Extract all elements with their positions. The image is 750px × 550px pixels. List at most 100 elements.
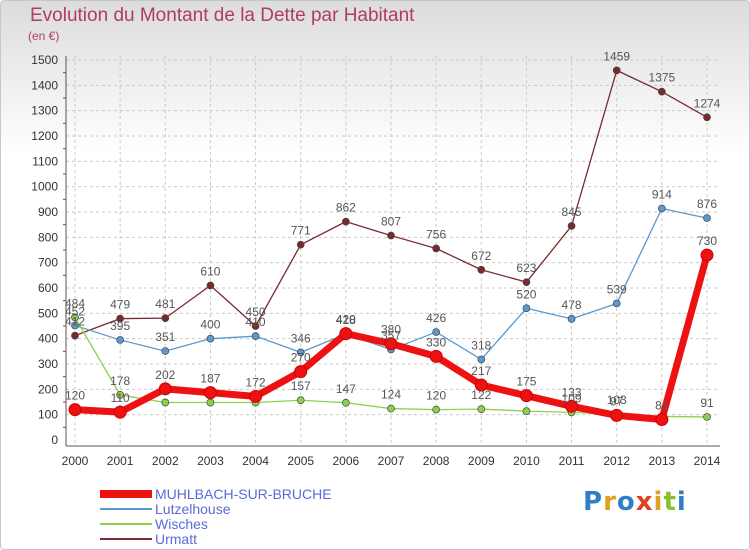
data-point xyxy=(68,403,82,417)
data-label: 418 xyxy=(336,313,356,327)
data-label: 81 xyxy=(655,398,669,412)
data-label: 318 xyxy=(471,338,491,352)
data-point xyxy=(116,336,124,344)
legend: MUHLBACH-SUR-BRUCHE Lutzelhouse Wisches Urm… xyxy=(100,486,332,547)
data-label: 346 xyxy=(291,331,311,345)
data-label: 124 xyxy=(381,388,401,402)
chart-title: Evolution du Montant de la Dette par Hab… xyxy=(30,5,415,26)
data-point xyxy=(339,327,353,341)
data-point xyxy=(296,240,305,249)
data-point xyxy=(567,222,576,230)
x-tick-label: 2009 xyxy=(468,454,495,468)
legend-label: Urmatt xyxy=(155,530,197,547)
data-point xyxy=(477,405,486,413)
data-label: 187 xyxy=(200,372,220,386)
data-point xyxy=(522,278,531,287)
y-tick-label: 1400 xyxy=(31,78,58,92)
data-point xyxy=(161,314,170,322)
data-point xyxy=(387,231,395,240)
data-label: 426 xyxy=(426,311,446,325)
logo-letter: x xyxy=(635,487,654,517)
data-label: 539 xyxy=(607,282,627,296)
proxiti-logo: Proxiti xyxy=(583,487,687,517)
data-point xyxy=(161,347,170,355)
y-tick-label: 300 xyxy=(38,357,58,371)
x-tick-label: 2006 xyxy=(333,454,360,468)
legend-swatch xyxy=(100,489,152,498)
data-point xyxy=(206,281,215,290)
data-label: 412 xyxy=(65,315,85,329)
data-point xyxy=(432,244,440,253)
data-point xyxy=(161,398,170,407)
data-label: 807 xyxy=(381,215,401,229)
chart-unit: (en €) xyxy=(28,29,60,43)
data-point xyxy=(251,332,260,340)
x-tick-label: 2004 xyxy=(242,454,269,468)
data-label: 175 xyxy=(516,375,536,389)
logo-letter: r xyxy=(603,487,617,517)
data-point xyxy=(296,396,305,405)
data-point xyxy=(203,386,217,400)
data-label: 481 xyxy=(155,297,175,311)
data-label: 771 xyxy=(291,224,311,238)
logo-letter: P xyxy=(583,487,604,517)
legend-label: Wisches xyxy=(155,515,208,532)
y-tick-label: 900 xyxy=(38,205,58,219)
data-point xyxy=(477,265,486,274)
data-label: 914 xyxy=(652,187,672,201)
legend-swatch xyxy=(100,507,152,510)
data-point xyxy=(158,382,172,396)
data-point xyxy=(610,408,624,422)
x-tick-label: 2013 xyxy=(649,454,676,468)
y-tick-label: 1500 xyxy=(31,53,58,67)
x-tick-label: 2001 xyxy=(107,454,134,468)
y-tick-label: 1300 xyxy=(31,104,58,118)
data-point xyxy=(384,337,398,351)
data-label: 400 xyxy=(200,318,220,332)
data-label: 109 xyxy=(562,391,582,405)
data-point xyxy=(71,331,79,340)
data-label: 610 xyxy=(200,264,220,278)
data-label: 1274 xyxy=(694,96,721,110)
data-point xyxy=(612,299,621,308)
data-point xyxy=(658,87,666,96)
data-point xyxy=(474,378,488,392)
data-point xyxy=(294,365,308,379)
x-tick-label: 2012 xyxy=(603,454,630,468)
data-point xyxy=(519,389,533,403)
legend-swatch xyxy=(100,522,152,525)
data-label: 330 xyxy=(426,335,446,349)
data-point xyxy=(342,398,350,407)
x-tick-label: 2011 xyxy=(559,454,585,468)
data-label: 672 xyxy=(471,249,491,263)
logo-letter: i xyxy=(653,487,664,517)
data-point xyxy=(251,322,260,330)
data-label: 845 xyxy=(562,205,582,219)
data-label: 876 xyxy=(697,197,717,211)
y-tick-label: 0 xyxy=(51,433,58,447)
data-point xyxy=(116,391,124,399)
data-label: 756 xyxy=(426,227,446,241)
x-tick-label: 2007 xyxy=(378,454,405,468)
data-label: 178 xyxy=(110,374,130,388)
data-label: 1459 xyxy=(603,49,630,63)
data-point xyxy=(432,405,440,414)
y-tick-label: 1000 xyxy=(31,180,58,194)
data-label: 97 xyxy=(610,394,624,408)
x-tick-label: 2000 xyxy=(62,454,89,468)
data-point xyxy=(703,113,711,122)
data-label: 120 xyxy=(65,389,85,403)
data-label: 1375 xyxy=(649,71,676,85)
data-label: 217 xyxy=(471,364,491,378)
data-label: 479 xyxy=(110,298,130,312)
x-tick-label: 2008 xyxy=(423,454,450,468)
data-point xyxy=(612,66,621,75)
data-point xyxy=(249,389,263,403)
legend-item: Wisches xyxy=(100,515,332,532)
data-point xyxy=(703,413,711,421)
data-label: 410 xyxy=(246,315,266,329)
logo-letter: t xyxy=(663,487,677,517)
legend-label: Lutzelhouse xyxy=(155,500,231,517)
data-label: 103 xyxy=(607,393,627,407)
